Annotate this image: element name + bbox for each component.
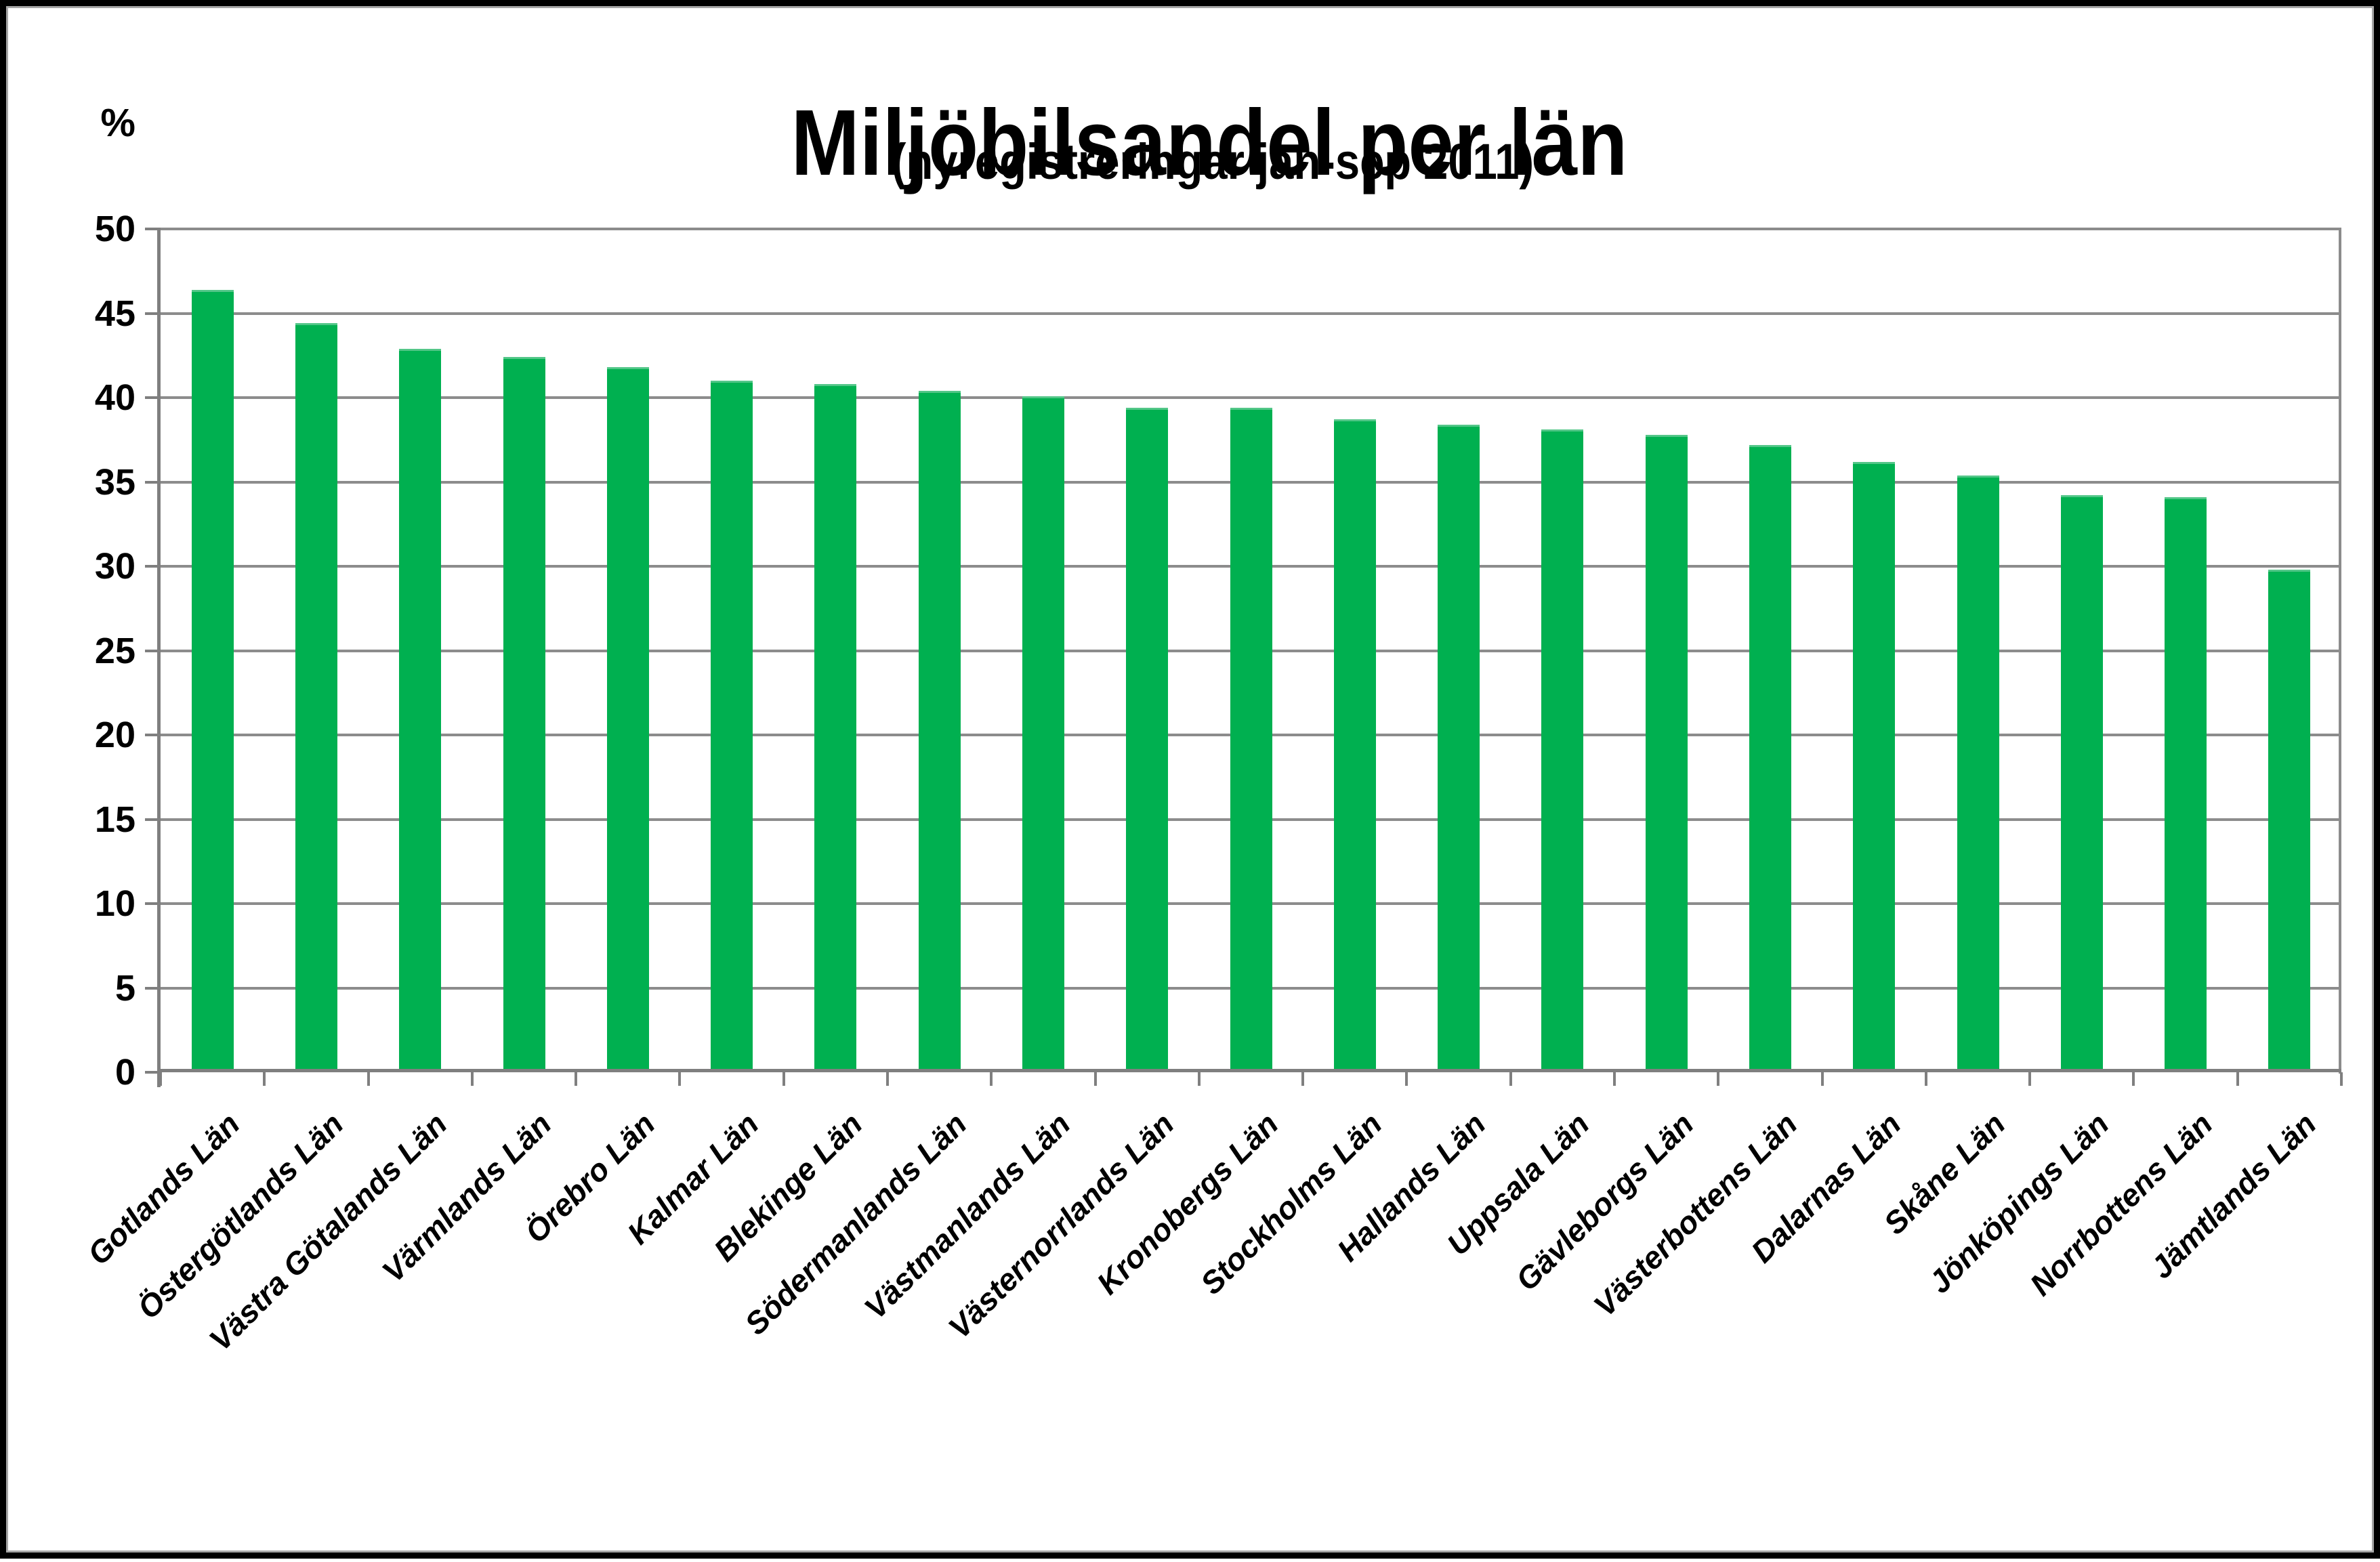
x-axis-tick-18 — [2028, 1072, 2032, 1086]
x-axis-tick-4 — [575, 1072, 578, 1086]
chart-title: Miljöbilsandel per län — [791, 91, 1628, 196]
y-tick-label-5: 5 — [114, 967, 135, 1009]
y-axis-tick-20 — [145, 734, 157, 736]
bar-18 — [1957, 475, 1999, 1072]
bar-4 — [503, 357, 545, 1072]
gridline-50 — [161, 228, 2341, 230]
bar-1 — [191, 289, 234, 1072]
bar-7 — [814, 384, 857, 1072]
y-axis-unit-label: % — [100, 101, 135, 145]
y-axis-tick-5 — [145, 986, 157, 990]
x-axis-tick-15 — [1717, 1072, 1720, 1086]
y-tick-label-40: 40 — [94, 377, 135, 418]
bar-3 — [399, 348, 442, 1072]
y-axis-tick-45 — [145, 312, 157, 315]
bar-6 — [711, 381, 753, 1072]
x-axis-tick-7 — [886, 1072, 889, 1086]
x-axis-tick-1 — [263, 1072, 266, 1086]
y-tick-label-20: 20 — [94, 715, 135, 755]
bar-19 — [2060, 495, 2103, 1072]
y-axis-tick-30 — [145, 565, 157, 568]
bar-17 — [1853, 461, 1896, 1072]
plot-area — [145, 228, 2343, 1087]
bar-11 — [1230, 407, 1272, 1072]
gridline-45 — [161, 312, 2341, 315]
bar-16 — [1749, 444, 1791, 1072]
y-tick-label-35: 35 — [94, 461, 135, 503]
plot-right-border — [2339, 228, 2341, 1074]
x-axis-tick-20 — [2236, 1072, 2239, 1086]
x-axis-tick-5 — [678, 1072, 682, 1086]
y-axis-line — [157, 228, 161, 1087]
bar-5 — [606, 367, 649, 1072]
bar-14 — [1541, 429, 1584, 1072]
bar-15 — [1645, 434, 1688, 1072]
y-axis-tick-50 — [145, 228, 157, 230]
y-axis-tick-40 — [145, 396, 157, 399]
x-axis-tick-3 — [470, 1072, 474, 1086]
y-axis-tick-35 — [145, 480, 157, 484]
x-axis-tick-9 — [1093, 1072, 1097, 1086]
x-axis-tick-8 — [990, 1072, 993, 1086]
x-axis-tick-14 — [1613, 1072, 1616, 1086]
x-axis-tick-0 — [159, 1072, 162, 1086]
gridline-40 — [161, 396, 2341, 399]
bar-8 — [918, 391, 961, 1072]
y-axis-tick-0 — [145, 1071, 157, 1074]
bar-10 — [1126, 407, 1169, 1072]
y-axis-tick-10 — [145, 902, 157, 905]
x-axis-tick-12 — [1405, 1072, 1408, 1086]
x-axis-tick-16 — [1820, 1072, 1824, 1086]
y-tick-label-25: 25 — [94, 630, 135, 671]
y-tick-label-30: 30 — [94, 546, 135, 587]
y-tick-label-0: 0 — [114, 1052, 135, 1093]
y-tick-label-10: 10 — [94, 883, 135, 924]
y-tick-label-15: 15 — [94, 799, 135, 840]
y-axis-tick-15 — [145, 818, 157, 821]
bar-13 — [1438, 424, 1480, 1072]
y-axis-tick-25 — [145, 649, 157, 652]
y-tick-label-45: 45 — [94, 293, 135, 334]
bar-21 — [2268, 570, 2311, 1072]
x-axis-tick-19 — [2132, 1072, 2135, 1086]
bar-20 — [2165, 497, 2207, 1072]
x-axis-tick-11 — [1301, 1072, 1305, 1086]
x-axis-tick-21 — [2340, 1072, 2343, 1086]
chart-subtitle: (nyregistreringar jan-sep 2011) — [891, 133, 1535, 190]
x-axis-line — [157, 1069, 2341, 1072]
x-axis-tick-6 — [782, 1072, 785, 1086]
x-axis-tick-13 — [1509, 1072, 1512, 1086]
x-axis-tick-17 — [1924, 1072, 1927, 1086]
y-tick-label-50: 50 — [94, 209, 135, 249]
x-axis-tick-10 — [1197, 1072, 1201, 1086]
x-axis-tick-2 — [367, 1072, 370, 1086]
bar-9 — [1022, 396, 1064, 1072]
bar-2 — [295, 323, 337, 1072]
bar-12 — [1333, 419, 1376, 1072]
